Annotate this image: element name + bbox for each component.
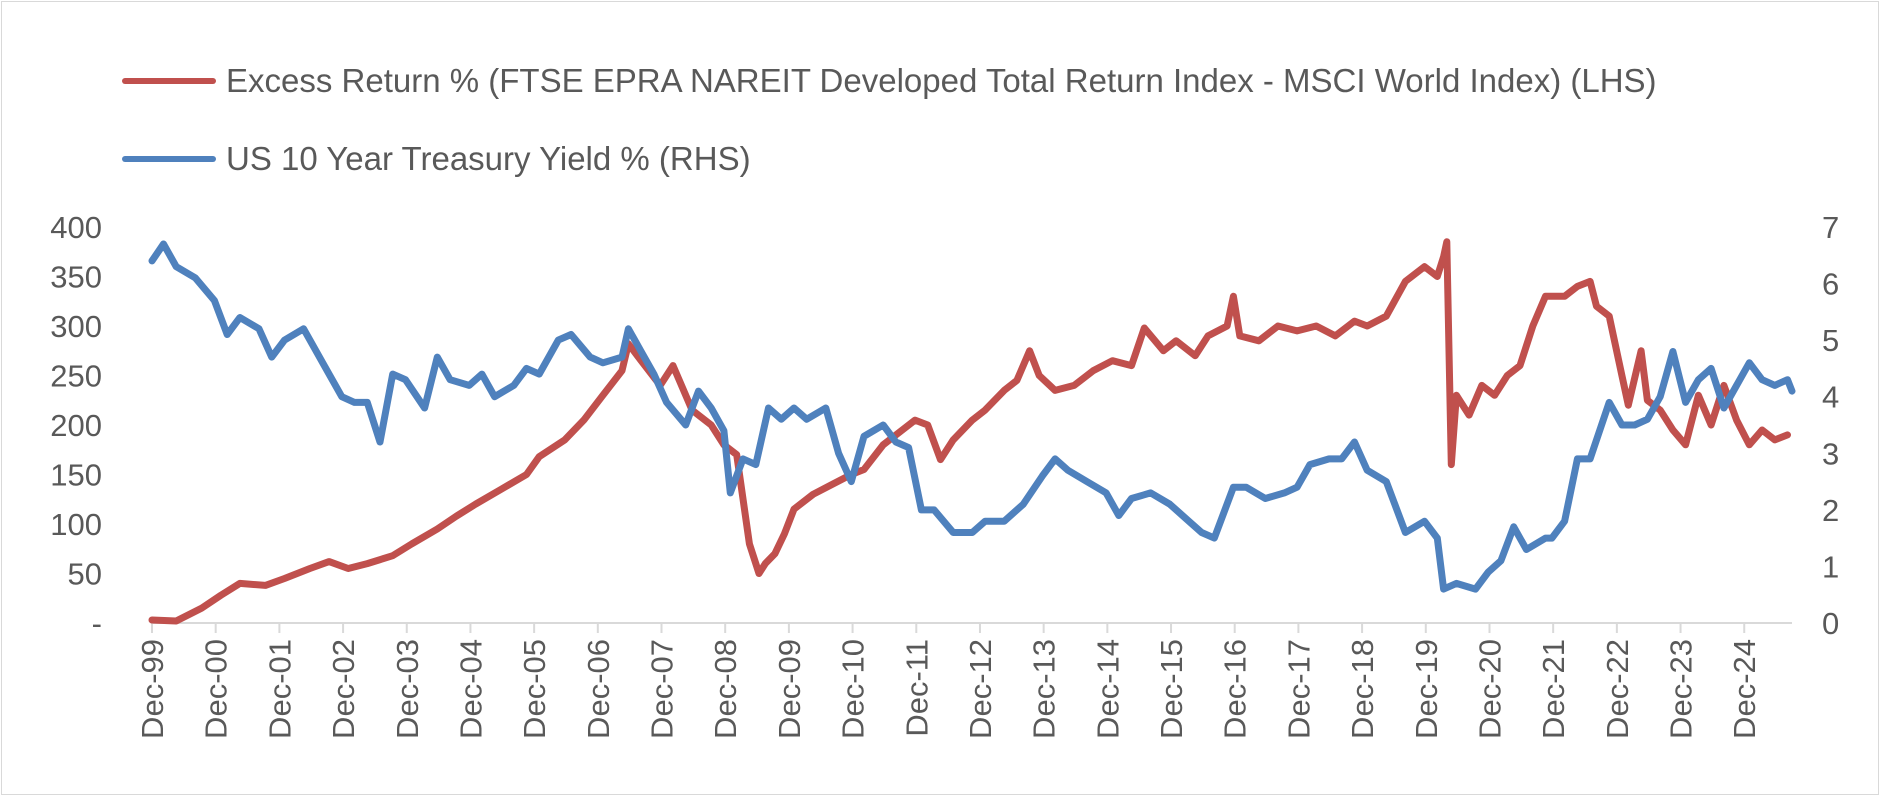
y-left-tick-label: 100: [50, 507, 102, 542]
x-tick-label: Dec-20: [1472, 639, 1507, 739]
x-tick-label: Dec-13: [1027, 639, 1062, 739]
x-tick-label: Dec-14: [1090, 639, 1125, 739]
y-left-tick-label: 200: [50, 408, 102, 443]
chart-legend: Excess Return % (FTSE EPRA NAREIT Develo…: [122, 42, 1657, 198]
legend-item-excess-return: Excess Return % (FTSE EPRA NAREIT Develo…: [122, 42, 1657, 120]
legend-swatch-excess-return: [122, 78, 216, 84]
y-left-tick-label: 350: [50, 260, 102, 295]
x-tick-label: Dec-07: [645, 639, 680, 739]
y-right-tick-label: 6: [1822, 267, 1839, 302]
x-tick-label: Dec-11: [899, 639, 934, 737]
y-left-tick-label: 400: [50, 210, 102, 245]
x-tick-label: Dec-05: [517, 639, 552, 739]
y-left-tick-label: 300: [50, 309, 102, 344]
x-tick-label: Dec-24: [1727, 639, 1762, 739]
x-tick-label: Dec-16: [1218, 639, 1253, 739]
legend-swatch-treasury-yield: [122, 156, 216, 162]
series-line-treasury-yield: [148, 240, 1796, 593]
y-right-tick-label: 0: [1822, 606, 1839, 641]
y-left-tick-label: 250: [50, 359, 102, 394]
x-tick-label: Dec-00: [199, 639, 234, 739]
x-tick-label: Dec-09: [772, 639, 807, 739]
x-tick-label: Dec-02: [326, 639, 361, 739]
y-left-tick-label: -: [92, 606, 102, 641]
y-right-tick-label: 2: [1822, 493, 1839, 528]
x-tick-label: Dec-17: [1281, 639, 1316, 739]
y-right-tick-label: 5: [1822, 323, 1839, 358]
x-tick-label: Dec-03: [390, 639, 425, 739]
y-right-tick-label: 3: [1822, 436, 1839, 471]
x-tick-label: Dec-15: [1154, 639, 1189, 739]
x-tick-label: Dec-18: [1345, 639, 1380, 739]
x-tick-label: Dec-12: [963, 639, 998, 739]
x-tick-label: Dec-19: [1409, 639, 1444, 739]
legend-label-treasury-yield: US 10 Year Treasury Yield % (RHS): [226, 140, 751, 177]
x-tick-label: Dec-01: [262, 639, 297, 739]
y-left-tick-label: 150: [50, 458, 102, 493]
y-right-tick-label: 4: [1822, 380, 1839, 415]
y-right-tick-label: 1: [1822, 549, 1839, 584]
x-tick-label: Dec-22: [1600, 639, 1635, 739]
x-tick-label: Dec-06: [581, 639, 616, 739]
series-line-excess-return: [148, 238, 1791, 625]
x-tick-label: Dec-99: [135, 639, 170, 739]
y-left-tick-label: 50: [68, 557, 102, 592]
legend-item-treasury-yield: US 10 Year Treasury Yield % (RHS): [122, 120, 1657, 198]
x-tick-label: Dec-21: [1536, 639, 1571, 739]
x-tick-label: Dec-08: [708, 639, 743, 739]
y-right-tick-label: 7: [1822, 210, 1839, 245]
x-tick-label: Dec-10: [836, 639, 871, 739]
x-tick-label: Dec-04: [453, 639, 488, 739]
legend-label-excess-return: Excess Return % (FTSE EPRA NAREIT Develo…: [226, 62, 1657, 99]
x-tick-label: Dec-23: [1664, 639, 1699, 739]
